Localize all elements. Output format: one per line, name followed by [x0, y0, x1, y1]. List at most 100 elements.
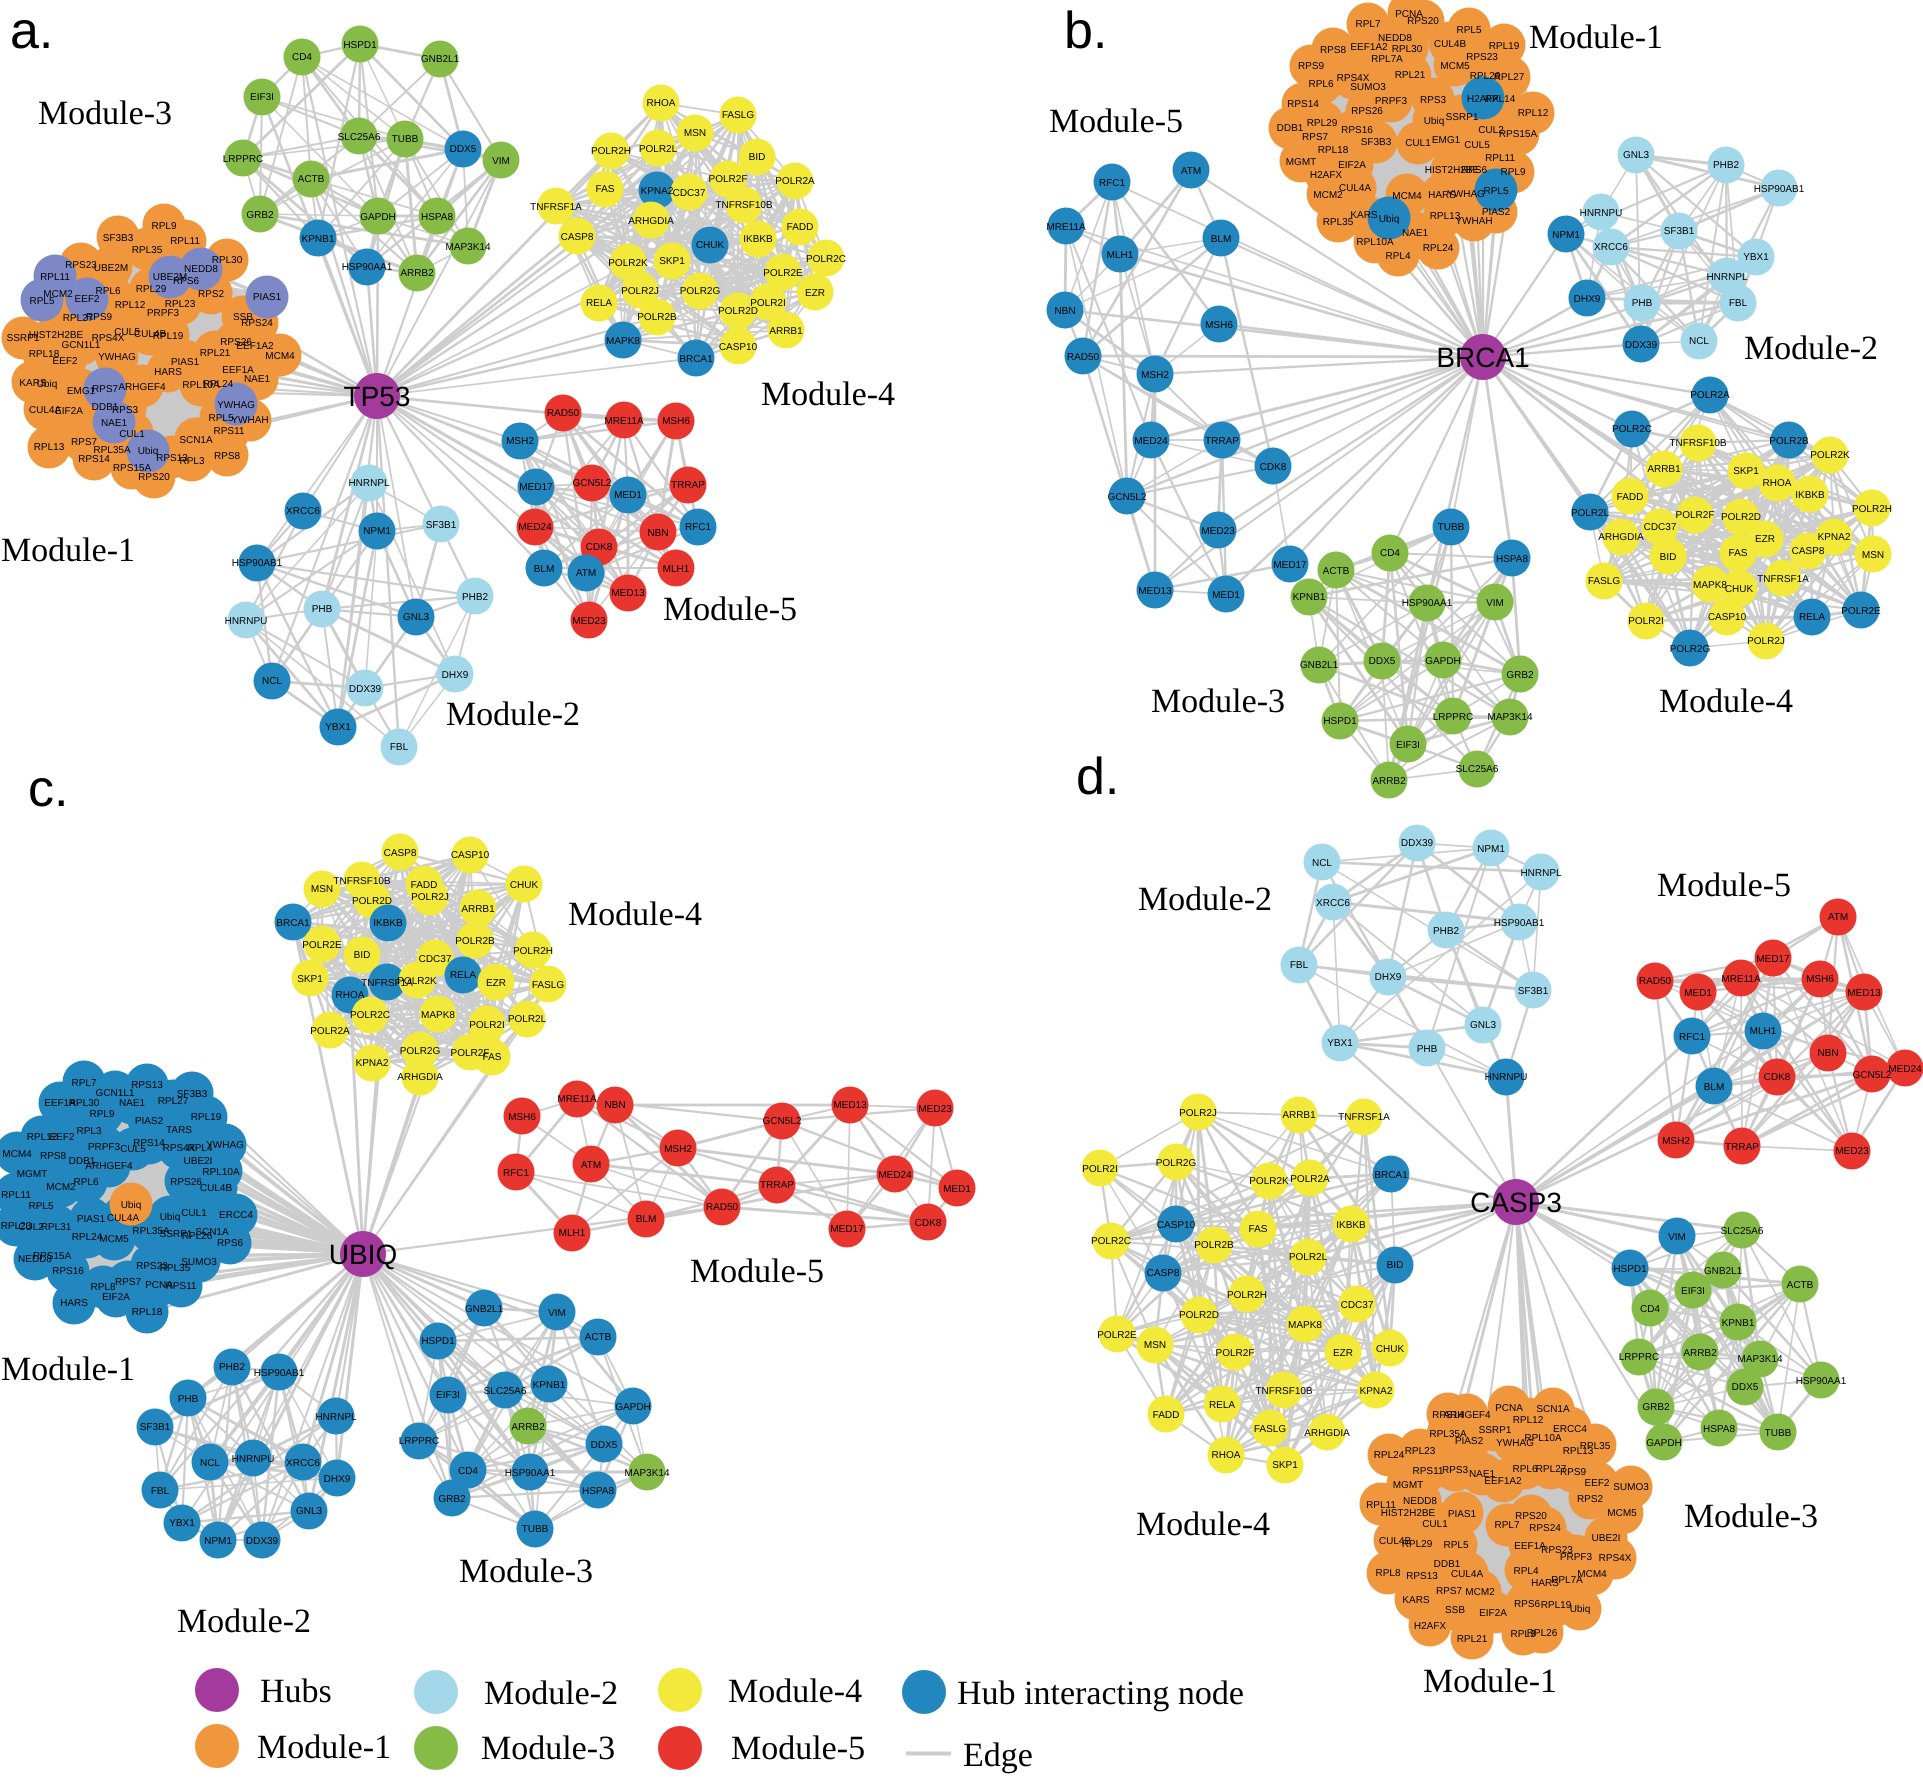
svg-text:POLR2D: POLR2D — [1721, 512, 1761, 523]
svg-text:GNB2L1: GNB2L1 — [421, 54, 460, 65]
svg-text:TARS: TARS — [166, 1125, 192, 1136]
svg-text:DDX5: DDX5 — [1369, 656, 1396, 667]
svg-text:RPS7: RPS7 — [1302, 132, 1329, 143]
svg-text:Module-4: Module-4 — [1136, 1506, 1270, 1543]
svg-text:RPL4: RPL4 — [1513, 1566, 1538, 1577]
svg-text:MSN: MSN — [1144, 1340, 1166, 1351]
svg-text:SF3B1: SF3B1 — [426, 520, 457, 531]
svg-text:MCM5: MCM5 — [1607, 1508, 1637, 1519]
svg-text:RELA: RELA — [1799, 612, 1825, 623]
svg-text:RPL30: RPL30 — [1392, 44, 1423, 55]
svg-text:MED13: MED13 — [1847, 988, 1881, 999]
svg-text:EZR: EZR — [1333, 1348, 1353, 1359]
svg-text:POLR2J: POLR2J — [1747, 636, 1785, 647]
svg-text:RPL5: RPL5 — [1483, 186, 1508, 197]
svg-text:CD4: CD4 — [292, 52, 312, 63]
svg-text:TNFRSF1A: TNFRSF1A — [1338, 1112, 1390, 1123]
svg-text:DDB1: DDB1 — [92, 402, 119, 413]
svg-text:VIM: VIM — [548, 1308, 566, 1319]
svg-text:Hubs: Hubs — [260, 1673, 332, 1710]
svg-text:RPL19: RPL19 — [1541, 1600, 1572, 1611]
svg-text:MSH2: MSH2 — [506, 436, 534, 447]
svg-text:RPL30: RPL30 — [212, 255, 243, 266]
svg-text:ERCC4: ERCC4 — [219, 1210, 253, 1221]
svg-text:CHUK: CHUK — [696, 240, 725, 251]
svg-text:Module-3: Module-3 — [459, 1553, 593, 1590]
svg-text:CDK8: CDK8 — [1764, 1072, 1791, 1083]
svg-text:PIAS2: PIAS2 — [135, 1116, 164, 1127]
svg-text:POLR2H: POLR2H — [1227, 1290, 1267, 1301]
svg-text:c.: c. — [28, 760, 68, 818]
svg-text:DHX9: DHX9 — [442, 670, 469, 681]
svg-text:KPNA2: KPNA2 — [1360, 1386, 1393, 1397]
svg-text:MSH2: MSH2 — [664, 1144, 692, 1155]
svg-text:MED13: MED13 — [1138, 586, 1172, 597]
svg-text:DDX39: DDX39 — [246, 1536, 279, 1547]
svg-text:POLR2D: POLR2D — [352, 896, 392, 907]
svg-text:ARRB2: ARRB2 — [400, 268, 434, 279]
svg-text:MSN: MSN — [311, 884, 333, 895]
svg-text:Hub interacting node: Hub interacting node — [957, 1675, 1244, 1712]
svg-text:ARHGEF4: ARHGEF4 — [118, 382, 166, 393]
svg-text:DDX39: DDX39 — [1401, 838, 1434, 849]
svg-text:GNL3: GNL3 — [403, 612, 430, 623]
svg-text:DDX39: DDX39 — [1625, 340, 1658, 351]
svg-text:MED24: MED24 — [1888, 1064, 1922, 1075]
svg-text:EIF3I: EIF3I — [1681, 1286, 1705, 1297]
svg-text:Module-1: Module-1 — [257, 1729, 391, 1766]
svg-text:YWHAG: YWHAG — [98, 352, 136, 363]
svg-text:Edge: Edge — [963, 1737, 1033, 1774]
svg-text:GNB2L1: GNB2L1 — [1704, 1266, 1743, 1277]
svg-text:RPS11: RPS11 — [166, 1281, 197, 1292]
svg-text:SUMO3: SUMO3 — [1613, 1482, 1649, 1493]
svg-text:HSP90AA1: HSP90AA1 — [1796, 1376, 1847, 1387]
svg-text:POLR2G: POLR2G — [680, 286, 721, 297]
svg-text:MLH1: MLH1 — [1750, 1026, 1777, 1037]
svg-text:SF3B3: SF3B3 — [1361, 137, 1392, 148]
svg-text:RPL5: RPL5 — [29, 296, 54, 307]
svg-text:RPL4: RPL4 — [1385, 251, 1410, 262]
svg-text:RPS4X: RPS4X — [1599, 1553, 1632, 1564]
svg-text:PRPF3: PRPF3 — [88, 1142, 121, 1153]
svg-text:MED1: MED1 — [943, 1184, 971, 1195]
svg-text:RPS7: RPS7 — [1436, 1586, 1463, 1597]
svg-text:MRE11A: MRE11A — [604, 416, 644, 427]
svg-text:RPS4X: RPS4X — [1337, 73, 1370, 84]
svg-text:SUMO3: SUMO3 — [181, 1257, 217, 1268]
svg-text:ARRB2: ARRB2 — [511, 1422, 545, 1433]
svg-text:ARHGDIA: ARHGDIA — [397, 1072, 443, 1083]
svg-text:PHB2: PHB2 — [219, 1362, 246, 1373]
svg-text:POLR2K: POLR2K — [397, 976, 437, 987]
svg-text:RPL6: RPL6 — [73, 1177, 98, 1188]
svg-text:POLR2I: POLR2I — [750, 298, 786, 309]
svg-text:SKP1: SKP1 — [297, 974, 323, 985]
svg-text:POLR2H: POLR2H — [591, 146, 631, 157]
svg-text:RPL12: RPL12 — [1518, 108, 1549, 119]
svg-text:RPS23: RPS23 — [1466, 52, 1498, 63]
svg-text:CASP8: CASP8 — [1147, 1268, 1180, 1279]
svg-text:FASLG: FASLG — [722, 110, 754, 121]
svg-text:KPNB1: KPNB1 — [1722, 1318, 1755, 1329]
svg-text:HNRNPU: HNRNPU — [232, 1454, 275, 1465]
svg-text:GRB2: GRB2 — [1506, 670, 1534, 681]
svg-text:RPS3: RPS3 — [1442, 1465, 1469, 1476]
svg-text:SKP1: SKP1 — [1272, 1460, 1298, 1471]
svg-text:RPL21: RPL21 — [1395, 70, 1426, 81]
svg-text:POLR2I: POLR2I — [469, 1020, 505, 1031]
svg-text:RPL5: RPL5 — [1456, 25, 1481, 36]
svg-text:RPS26: RPS26 — [1351, 106, 1383, 117]
svg-text:CASP10: CASP10 — [451, 850, 490, 861]
svg-text:CUL4A: CUL4A — [29, 405, 62, 416]
svg-text:ATM: ATM — [576, 568, 596, 579]
svg-text:CASP10: CASP10 — [719, 342, 758, 353]
svg-text:ARHGDIA: ARHGDIA — [1304, 1428, 1350, 1439]
svg-text:SF3B1: SF3B1 — [140, 1422, 171, 1433]
svg-text:RPL9: RPL9 — [1500, 167, 1525, 178]
svg-text:TUBB: TUBB — [392, 134, 419, 145]
svg-text:MED23: MED23 — [1201, 526, 1235, 537]
svg-text:Module-2: Module-2 — [1744, 330, 1878, 367]
svg-text:Module-1: Module-1 — [1529, 19, 1663, 56]
svg-text:KPNB1: KPNB1 — [533, 1380, 566, 1391]
svg-text:IKBKB: IKBKB — [373, 918, 403, 929]
svg-text:RPL35: RPL35 — [1580, 1441, 1611, 1452]
